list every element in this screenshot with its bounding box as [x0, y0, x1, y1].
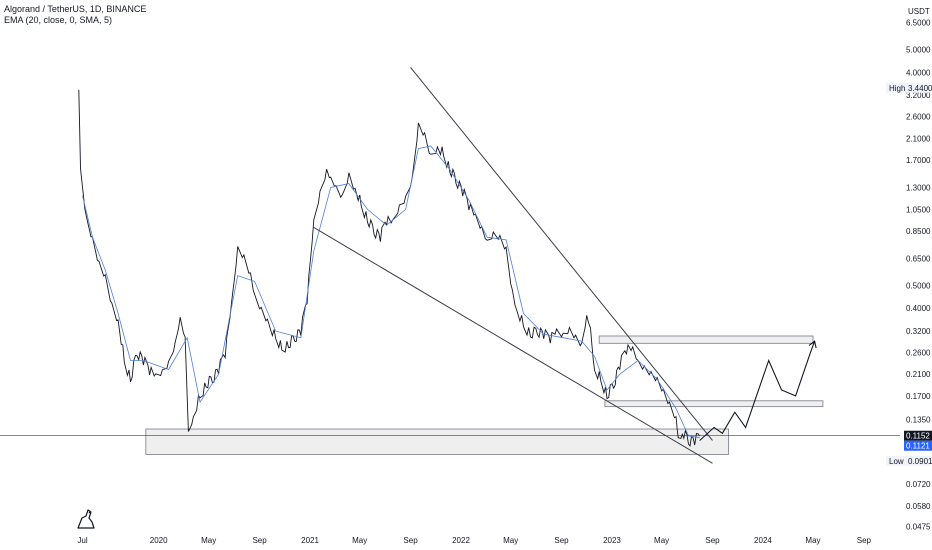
time-axis[interactable]: Jul 2020 May Sep 2021 May Sep 2022 May Sep 2023 May…	[77, 536, 871, 545]
price-tick-label: 1.0500	[906, 205, 931, 214]
time-tick-label: Sep	[857, 536, 872, 545]
time-tick-label: May	[201, 536, 216, 545]
price-tick-label: 2.6000	[906, 113, 931, 122]
time-tick-label: Sep	[554, 536, 569, 545]
price-tick-label: 0.1700	[906, 392, 931, 401]
time-tick-label: Sep	[252, 536, 267, 545]
price-axis[interactable]: USDT 6.5000 5.0000 4.0000 3.2000 2.6000 2.100…	[886, 7, 932, 531]
ema-line	[82, 145, 700, 439]
price-series-line	[78, 89, 701, 447]
price-tick-label: 1.3000	[906, 184, 931, 193]
tradingview-logo-icon	[77, 509, 95, 529]
ema-price-badge: 0.1121	[904, 440, 932, 451]
price-tick-label: 0.0475	[906, 522, 931, 531]
projection-path[interactable]	[699, 341, 816, 441]
price-tick-label: 0.6500	[906, 254, 931, 263]
price-tick-label: 0.2600	[906, 348, 931, 357]
zones-layer	[145, 335, 824, 455]
time-tick-label: 2021	[301, 536, 319, 545]
high-label: High	[889, 84, 905, 93]
ema-price-value: 0.1121	[906, 442, 930, 451]
last-price-badge: 0.1152	[904, 430, 932, 441]
time-tick-label: Sep	[705, 536, 720, 545]
price-tick-label: 6.5000	[906, 19, 931, 28]
price-tick-label: 0.4000	[906, 304, 931, 313]
price-tick-label: 0.2100	[906, 370, 931, 379]
low-badge: Low 0.0901	[886, 455, 932, 466]
price-tick-label: 2.1000	[906, 134, 931, 143]
price-tick-label: 0.0580	[906, 502, 931, 511]
price-tick-label: 0.1350	[906, 415, 931, 424]
support-zone-3[interactable]	[598, 335, 814, 344]
low-label: Low	[889, 457, 904, 466]
price-tick-label: 0.3200	[906, 327, 931, 336]
time-tick-label: May	[654, 536, 669, 545]
price-tick-label: 1.7000	[906, 156, 931, 165]
price-tick-label: 4.0000	[906, 68, 931, 77]
time-tick-label: May	[503, 536, 518, 545]
time-tick-label: May	[805, 536, 820, 545]
time-tick-label: Sep	[403, 536, 418, 545]
time-tick-label: 2022	[452, 536, 470, 545]
annotation-layer	[313, 67, 817, 464]
time-tick-label: 2020	[150, 536, 168, 545]
low-value: 0.0901	[908, 457, 932, 466]
high-badge: High 3.4400	[886, 82, 932, 93]
time-tick-label: 2023	[603, 536, 621, 545]
high-value: 3.4400	[908, 84, 932, 93]
price-tick-label: 5.0000	[906, 46, 931, 55]
symbol-title: Algorand / TetherUS, 1D, BINANCE	[4, 4, 147, 14]
price-tick-label: 0.0720	[906, 480, 931, 489]
projection-arrowhead-icon	[808, 340, 817, 349]
time-tick-label: Jul	[77, 536, 87, 545]
currency-label: USDT	[908, 7, 930, 16]
chart-legend: Algorand / TetherUS, 1D, BINANCE EMA (20…	[4, 4, 146, 26]
support-zone-1[interactable]	[145, 428, 730, 455]
last-price-value: 0.1152	[906, 432, 930, 441]
price-tick-label: 3.2000	[906, 91, 931, 100]
price-ticks: 6.5000 5.0000 4.0000 3.2000 2.6000 2.1000 1.70…	[906, 19, 931, 532]
time-tick-label: 2024	[754, 536, 772, 545]
time-tick-label: May	[352, 536, 367, 545]
lower-trendline[interactable]	[313, 227, 713, 464]
support-zone-2[interactable]	[604, 400, 824, 408]
series-layer	[78, 89, 701, 447]
indicator-legend: EMA (20, close, 0, SMA, 5)	[4, 15, 113, 25]
price-tick-label: 0.8500	[906, 227, 931, 236]
upper-trendline[interactable]	[410, 67, 713, 441]
price-tick-label: 0.5000	[906, 281, 931, 290]
